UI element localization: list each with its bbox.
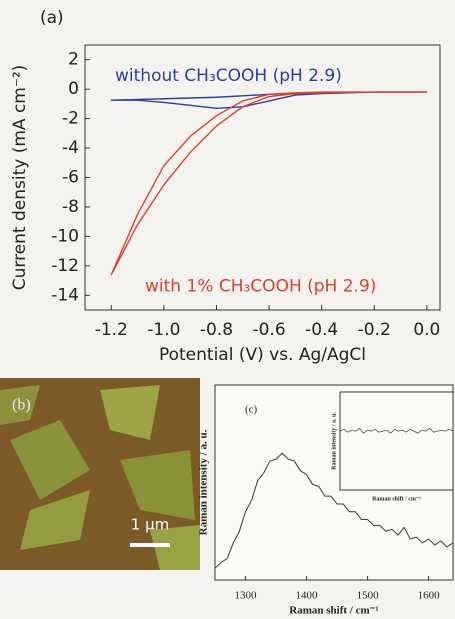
x-tick-label: 0.0: [413, 320, 440, 340]
y-tick-label: -10: [51, 226, 79, 246]
y-tick-label: 2: [68, 50, 79, 70]
x-axis-label: Raman shift / cm⁻¹: [289, 605, 378, 617]
plot-frame: [339, 391, 454, 491]
x-tick-label: -0.4: [305, 320, 338, 340]
x-tick-label: -0.2: [358, 320, 391, 340]
y-tick-label: -6: [62, 168, 79, 188]
legend-label: without CH₃COOH (pH 2.9): [115, 66, 342, 86]
y-tick-label: -4: [62, 138, 79, 158]
y-tick-label: -2: [62, 109, 79, 129]
x-axis-label: Raman shift / cm⁻¹: [372, 496, 421, 502]
data-line: [110, 91, 427, 276]
x-tick-label: 1600: [418, 590, 441, 602]
x-tick-label: -0.8: [200, 320, 233, 340]
x-axis-label: Potential (V) vs. Ag/AgCl: [159, 345, 366, 365]
y-tick-label: 0: [68, 79, 79, 99]
data-line: [214, 452, 454, 569]
panel-label: (c): [245, 404, 258, 416]
x-tick-label: 1400: [296, 590, 319, 602]
y-axis-label: Raman intensity / a. u.: [198, 429, 210, 535]
flake: [0, 385, 40, 425]
y-axis-label: Current density (mA cm⁻²): [10, 65, 30, 291]
flake: [100, 385, 160, 440]
y-tick-label: -14: [51, 285, 79, 305]
y-axis-label: Raman intensity / a. u.: [331, 412, 337, 470]
x-tick-label: -0.6: [252, 320, 285, 340]
legend-label: with 1% CH₃COOH (pH 2.9): [145, 277, 376, 297]
flake: [150, 525, 200, 570]
data-line: [339, 427, 454, 434]
scale-label: 1 μm: [131, 516, 169, 534]
flake: [120, 450, 195, 520]
y-tick-label: -12: [51, 256, 79, 276]
x-tick-label: 1500: [357, 590, 380, 602]
x-tick-label: 1300: [235, 590, 258, 602]
panel-label: (a): [40, 8, 64, 28]
x-tick-label: -1.0: [147, 320, 180, 340]
flake: [10, 420, 90, 500]
x-tick-label: -1.2: [95, 320, 128, 340]
sem-image: (b) 1 μm: [0, 378, 200, 570]
panel-label: (b): [12, 397, 31, 414]
y-tick-label: -8: [62, 197, 79, 217]
flake: [20, 490, 90, 550]
